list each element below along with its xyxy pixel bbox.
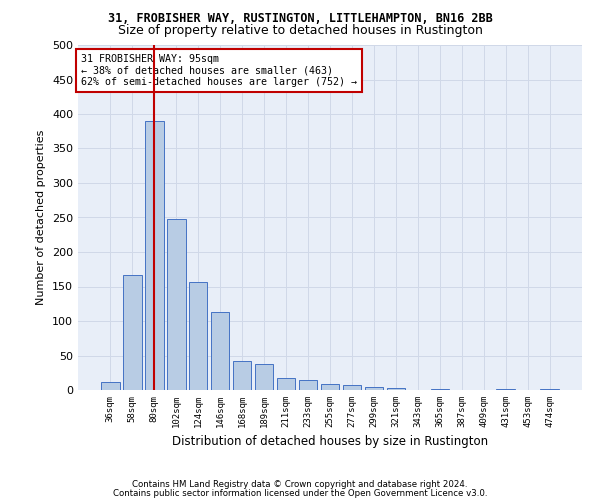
Bar bbox=[343, 385, 361, 390]
Text: 31 FROBISHER WAY: 95sqm
← 38% of detached houses are smaller (463)
62% of semi-d: 31 FROBISHER WAY: 95sqm ← 38% of detache… bbox=[80, 54, 356, 87]
Text: Contains public sector information licensed under the Open Government Licence v3: Contains public sector information licen… bbox=[113, 488, 487, 498]
Bar bbox=[299, 380, 317, 390]
Bar bbox=[101, 382, 119, 390]
Bar bbox=[541, 388, 559, 390]
Text: 31, FROBISHER WAY, RUSTINGTON, LITTLEHAMPTON, BN16 2BB: 31, FROBISHER WAY, RUSTINGTON, LITTLEHAM… bbox=[107, 12, 493, 26]
Bar bbox=[431, 388, 449, 390]
Text: Contains HM Land Registry data © Crown copyright and database right 2024.: Contains HM Land Registry data © Crown c… bbox=[132, 480, 468, 489]
Bar bbox=[233, 361, 251, 390]
Bar bbox=[255, 364, 274, 390]
Bar bbox=[320, 384, 340, 390]
Y-axis label: Number of detached properties: Number of detached properties bbox=[37, 130, 46, 305]
X-axis label: Distribution of detached houses by size in Rustington: Distribution of detached houses by size … bbox=[172, 436, 488, 448]
Bar bbox=[189, 282, 208, 390]
Bar bbox=[365, 386, 383, 390]
Bar bbox=[277, 378, 295, 390]
Bar bbox=[211, 312, 229, 390]
Bar bbox=[145, 121, 164, 390]
Text: Size of property relative to detached houses in Rustington: Size of property relative to detached ho… bbox=[118, 24, 482, 37]
Bar bbox=[123, 275, 142, 390]
Bar bbox=[496, 388, 515, 390]
Bar bbox=[167, 219, 185, 390]
Bar bbox=[386, 388, 405, 390]
